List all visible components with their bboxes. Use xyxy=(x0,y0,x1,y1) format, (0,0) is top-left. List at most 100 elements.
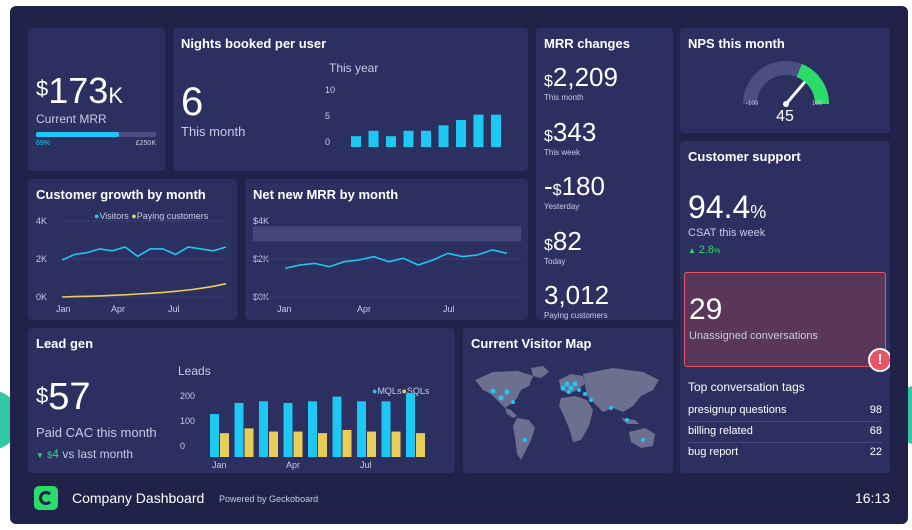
mrr-label: Current MRR xyxy=(36,112,107,126)
nights-bar-chart: 10 5 0 xyxy=(325,85,501,147)
nights-label: This month xyxy=(181,124,246,139)
growth-series-paying xyxy=(61,282,227,298)
legend-visitors: Visitors xyxy=(99,211,129,221)
nights-bar xyxy=(386,136,396,147)
leadgen-title: Lead gen xyxy=(36,336,94,351)
nps-gauge-fill xyxy=(796,63,830,105)
mrr-card: $173K Current MRR 69% £250K xyxy=(28,28,165,171)
map-visitor-dot xyxy=(523,438,527,442)
leads-bar-sqls xyxy=(416,433,425,457)
footer-clock: 16:13 xyxy=(854,490,890,506)
alert-icon: ! xyxy=(868,348,890,372)
mrr-change-label: Today xyxy=(544,256,566,266)
nights-bar xyxy=(403,130,414,147)
map-card: Current Visitor Map xyxy=(463,328,673,473)
nights-bar xyxy=(421,130,431,147)
nights-bar xyxy=(473,114,484,147)
tag-row[interactable]: billing related 68 xyxy=(688,422,882,443)
support-card: Customer support 94.4% CSAT this week ▲ … xyxy=(680,141,890,473)
footer-powered: Powered by xyxy=(219,494,267,504)
unassigned-label: Unassigned conversations xyxy=(689,330,819,342)
growth-xtick: Jan xyxy=(56,304,71,314)
leads-bar-mqls xyxy=(308,401,317,457)
mrr-change-prefix: $ xyxy=(552,182,562,199)
leads-bar-mqls xyxy=(381,401,391,457)
mrr-change-label: Yesterday xyxy=(544,202,580,211)
growth-xtick: Jul xyxy=(168,304,180,314)
nights-bar xyxy=(491,114,501,147)
map-europe xyxy=(559,374,585,394)
leads-bar-sqls xyxy=(342,429,352,457)
map-visitor-dot xyxy=(567,390,571,394)
mrr-progress-label: 69% xyxy=(36,140,51,147)
map-visitor-dot xyxy=(572,381,578,387)
leads-bar-sqls xyxy=(244,428,254,457)
unassigned-value: 29 xyxy=(689,293,723,326)
leads-bar-sqls xyxy=(391,431,401,457)
nights-chart-title: This year xyxy=(329,61,379,75)
mrr-change-value: 2,209 xyxy=(552,62,618,92)
legend-dot-paying-icon: ● xyxy=(131,211,137,221)
nps-gauge-needle xyxy=(784,81,806,106)
leadgen-card: Lead gen $57 Paid CAC this month ▼ $4 vs… xyxy=(28,328,455,473)
mrr-change-label: This week xyxy=(544,147,581,157)
mrr-change-value: 3,012 xyxy=(544,280,610,310)
mrr-change-prefix: $ xyxy=(544,127,553,145)
growth-title: Customer growth by month xyxy=(36,187,206,202)
mrr-prefix: $ xyxy=(36,76,49,101)
dashboard-screen: $173K Current MRR 69% £250K Nights booke… xyxy=(10,6,908,524)
mrr-change-value: 82 xyxy=(552,225,582,256)
map-greenland xyxy=(531,366,549,378)
netmrr-card: Net new MRR by month $4K $2K $0K Jan Apr Jul xyxy=(245,179,528,320)
legend-dot-visitors-icon: ● xyxy=(94,211,100,221)
leads-bar-mqls xyxy=(259,401,268,457)
mrr-change-label: Paying customers xyxy=(544,311,608,320)
leads-bar-sqls xyxy=(293,431,303,457)
tag-row[interactable]: bug report 22 xyxy=(688,443,882,464)
leads-bar-sqls xyxy=(318,433,327,457)
mrr-changes-title: MRR changes xyxy=(544,36,630,51)
map-visitor-dot xyxy=(560,385,566,391)
leads-bar-sqls xyxy=(269,431,278,457)
tag-count: 22 xyxy=(869,446,882,458)
leads-xtick: Apr xyxy=(286,460,300,470)
nights-bar xyxy=(438,125,449,147)
leadgen-value: 57 xyxy=(48,376,91,418)
netmrr-title: Net new MRR by month xyxy=(253,187,399,202)
legend-sqls: SQLs xyxy=(406,386,430,396)
leadgen-delta-value: 4 xyxy=(52,447,59,461)
unassigned-box[interactable]: 29 Unassigned conversations xyxy=(684,272,886,367)
map-title: Current Visitor Map xyxy=(471,336,592,351)
leads-bar-mqls xyxy=(406,393,415,457)
tag-row[interactable]: presignup questions 98 xyxy=(688,401,882,422)
mrr-change-sign: - xyxy=(544,171,553,201)
nights-ytick: 10 xyxy=(325,85,335,95)
tag-count: 98 xyxy=(869,404,882,416)
leads-xtick: Jul xyxy=(360,460,372,470)
map-visitor-dot xyxy=(568,385,574,391)
nps-gauge-hub xyxy=(783,101,789,107)
gecko-logo-icon xyxy=(34,486,58,510)
map-visitor-dot xyxy=(564,381,570,387)
csat-label: CSAT this week xyxy=(688,227,766,239)
map-visitor-dot xyxy=(625,418,629,422)
legend-dot-mqls-icon: ● xyxy=(372,386,378,396)
growth-series-visitors xyxy=(61,246,227,261)
growth-legend: ●Visitors ●Paying customers xyxy=(94,211,208,221)
map-visitor-dot xyxy=(589,398,593,402)
csat-unit: % xyxy=(750,202,767,222)
mrr-suffix: K xyxy=(108,83,124,108)
nights-card: Nights booked per user 6 This month This… xyxy=(173,28,528,171)
leads-ytick: 200 xyxy=(180,391,195,401)
nights-bar xyxy=(351,136,361,147)
nights-ytick: 5 xyxy=(325,111,330,121)
map-visitor-dot xyxy=(609,406,613,410)
mrr-changes-card: MRR changes $2,209 This month $343 This wee… xyxy=(536,28,673,320)
footer: Company Dashboard Powered by Geckoboard … xyxy=(10,476,908,524)
footer-brand: Geckoboard xyxy=(269,494,319,504)
leads-bar-mqls xyxy=(283,402,293,457)
tag-label: presignup questions xyxy=(688,404,787,416)
csat-delta: 2.8 xyxy=(698,244,714,256)
leads-bar-mqls xyxy=(234,402,244,457)
map-australia xyxy=(629,428,655,448)
